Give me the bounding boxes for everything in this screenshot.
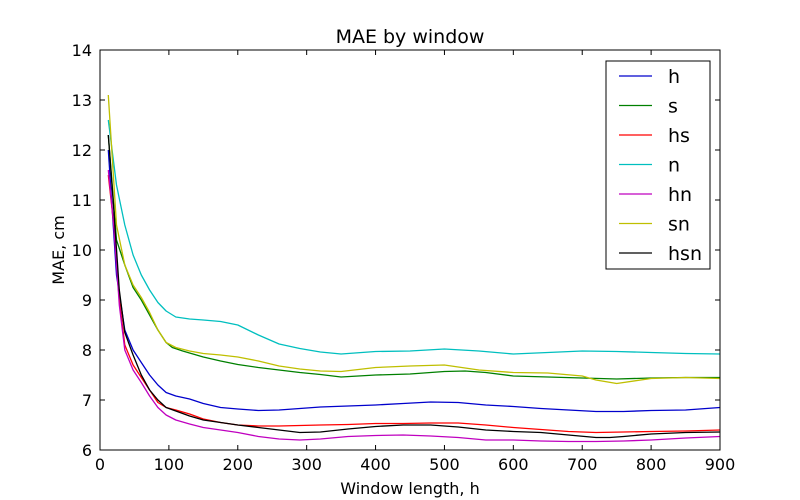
y-tick-label: 8 xyxy=(82,341,92,360)
legend-label-n: n xyxy=(668,155,680,177)
series-line-hsn xyxy=(107,134,721,439)
legend-label-h: h xyxy=(668,66,680,88)
x-tick-label: 0 xyxy=(95,455,105,474)
legend-label-hn: hn xyxy=(668,184,692,206)
series-line-n xyxy=(107,119,721,355)
y-tick-label: 10 xyxy=(72,241,92,260)
x-tick-label: 700 xyxy=(567,455,598,474)
x-tick-label: 100 xyxy=(154,455,185,474)
x-tick-label: 300 xyxy=(291,455,322,474)
y-axis-label: MAE, cm xyxy=(49,215,68,284)
axis-ticks: 0 100 200 300 400 500 600 700 800 900 6 7 8 9 10 11 12 13… xyxy=(72,41,736,474)
plot-area xyxy=(107,94,721,443)
x-axis-label: Window length, h xyxy=(340,479,479,498)
series-line-hn xyxy=(107,169,721,443)
y-tick-label: 6 xyxy=(82,441,92,460)
x-tick-label: 200 xyxy=(223,455,254,474)
chart-title: MAE by window xyxy=(336,26,485,48)
legend-label-hs: hs xyxy=(668,125,690,147)
y-tick-label: 11 xyxy=(72,191,92,210)
series-line-h xyxy=(107,149,721,413)
legend-label-hsn: hsn xyxy=(668,243,702,265)
legend-label-sn: sn xyxy=(668,214,690,236)
y-tick-label: 14 xyxy=(72,41,92,60)
series-line-s xyxy=(107,134,720,380)
series-line-sn xyxy=(107,94,721,385)
y-tick-label: 13 xyxy=(72,91,92,110)
x-tick-label: 800 xyxy=(636,455,667,474)
y-tick-label: 9 xyxy=(82,291,92,310)
x-tick-label: 600 xyxy=(498,455,529,474)
legend-label-s: s xyxy=(668,96,678,118)
x-tick-label: 900 xyxy=(705,455,736,474)
series-line-hs xyxy=(107,174,721,434)
x-tick-label: 500 xyxy=(429,455,460,474)
y-tick-label: 12 xyxy=(72,141,92,160)
x-tick-label: 400 xyxy=(360,455,391,474)
y-tick-label: 7 xyxy=(82,391,92,410)
